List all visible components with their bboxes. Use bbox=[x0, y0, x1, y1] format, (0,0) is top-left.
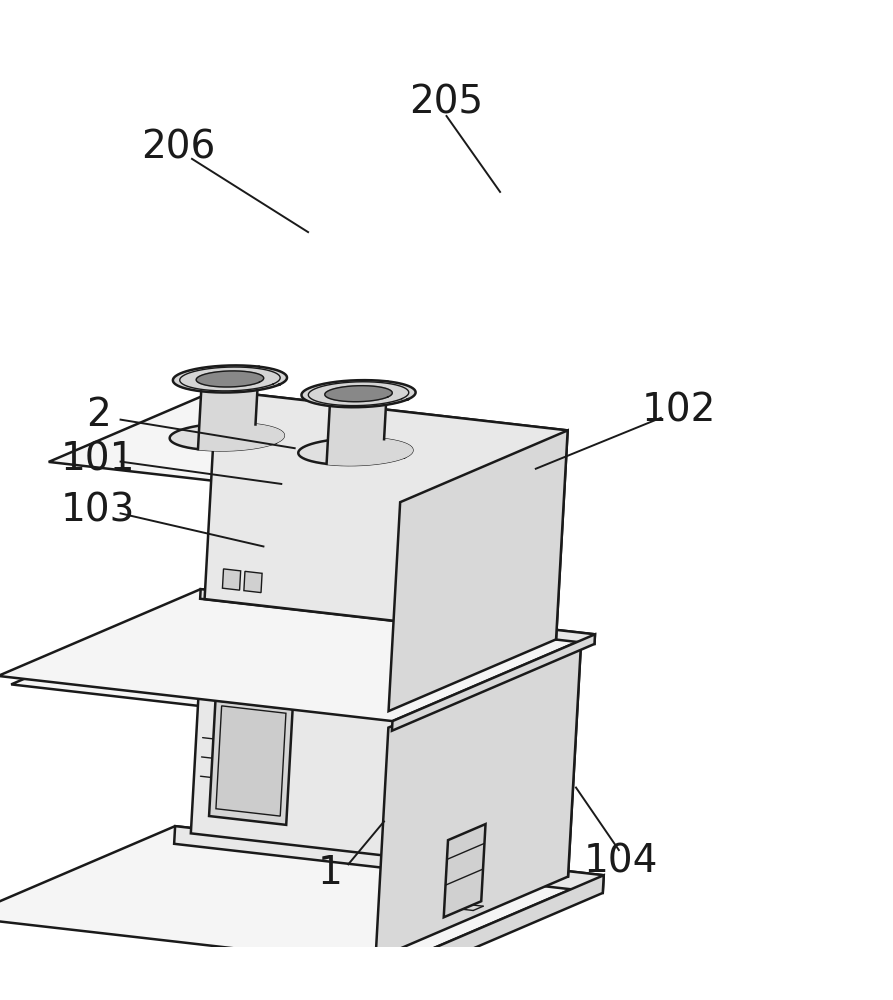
Polygon shape bbox=[0, 589, 595, 721]
Polygon shape bbox=[244, 571, 263, 593]
Polygon shape bbox=[0, 826, 604, 966]
Polygon shape bbox=[204, 390, 568, 639]
Polygon shape bbox=[327, 381, 415, 465]
Text: 101: 101 bbox=[61, 441, 136, 479]
Polygon shape bbox=[173, 365, 287, 393]
Polygon shape bbox=[375, 645, 580, 959]
Text: 104: 104 bbox=[583, 843, 658, 881]
Polygon shape bbox=[356, 712, 374, 716]
Polygon shape bbox=[298, 438, 413, 465]
Text: 206: 206 bbox=[141, 128, 216, 166]
Polygon shape bbox=[198, 367, 287, 450]
Text: 1: 1 bbox=[318, 854, 343, 892]
Polygon shape bbox=[65, 679, 83, 683]
Polygon shape bbox=[200, 589, 595, 644]
Polygon shape bbox=[11, 602, 580, 728]
Polygon shape bbox=[390, 875, 604, 984]
Polygon shape bbox=[170, 423, 284, 450]
Text: 102: 102 bbox=[641, 392, 716, 430]
Polygon shape bbox=[48, 390, 568, 502]
Polygon shape bbox=[191, 602, 580, 877]
Text: 205: 205 bbox=[409, 84, 484, 122]
Polygon shape bbox=[222, 569, 241, 590]
Text: 2: 2 bbox=[86, 396, 111, 434]
Polygon shape bbox=[174, 826, 604, 893]
Polygon shape bbox=[509, 647, 527, 651]
Polygon shape bbox=[302, 380, 415, 407]
Polygon shape bbox=[190, 642, 409, 694]
Polygon shape bbox=[444, 824, 486, 917]
Polygon shape bbox=[218, 613, 236, 617]
Polygon shape bbox=[392, 634, 595, 731]
Polygon shape bbox=[196, 371, 263, 387]
Polygon shape bbox=[388, 430, 568, 711]
Polygon shape bbox=[161, 635, 438, 701]
Polygon shape bbox=[216, 706, 286, 816]
Polygon shape bbox=[209, 700, 293, 825]
Text: 103: 103 bbox=[61, 492, 136, 530]
Polygon shape bbox=[325, 386, 392, 402]
